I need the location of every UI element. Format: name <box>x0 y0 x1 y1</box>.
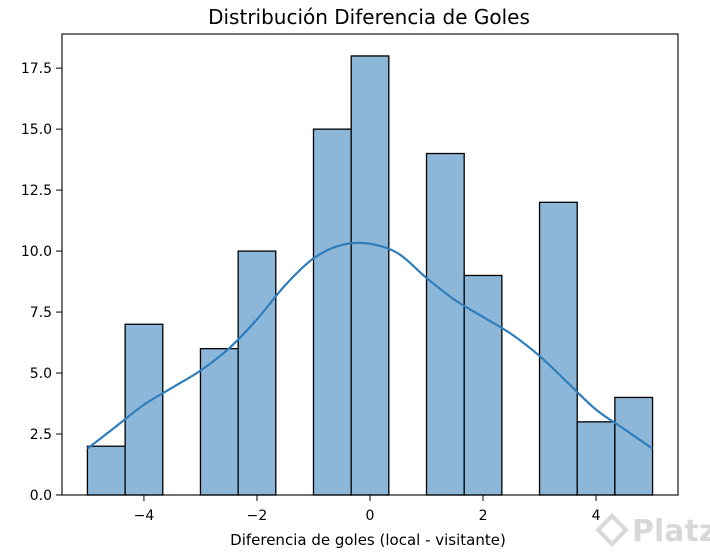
y-tick-label: 10.0 <box>21 244 52 260</box>
platzi-logo-icon <box>595 513 629 547</box>
watermark-text: Platzi <box>632 514 710 549</box>
x-axis-ticks: −4 −2 0 2 4 <box>134 495 601 524</box>
histogram-bar-0 <box>86 445 126 496</box>
histogram-bar-3 <box>199 347 239 496</box>
histogram-bar-10 <box>463 274 503 496</box>
x-tick-label: −2 <box>247 508 268 524</box>
x-tick-label: 2 <box>479 508 488 524</box>
y-tick-label: 12.5 <box>21 183 52 199</box>
histogram-bar-4 <box>237 250 277 496</box>
histogram-bar-6 <box>312 128 352 496</box>
x-tick-label: −4 <box>134 508 155 524</box>
histogram-bars <box>86 55 654 496</box>
x-tick-label: 0 <box>366 508 375 524</box>
platzi-watermark: Platzi <box>595 513 710 549</box>
x-axis-label: Diferencia de goles (local - visitante) <box>230 531 506 549</box>
histogram-bar-13 <box>576 421 616 496</box>
y-axis-ticks: 0.0 2.5 5.0 7.5 10.0 12.5 15.0 17.5 <box>21 61 62 504</box>
y-tick-label: 5.0 <box>30 366 52 382</box>
chart-title: Distribución Diferencia de Goles <box>208 5 530 29</box>
y-tick-label: 15.0 <box>21 122 52 138</box>
histogram-bar-9 <box>425 152 465 496</box>
x-tick-label: 4 <box>592 508 601 524</box>
kde-density-line <box>86 241 654 450</box>
y-tick-label: 0.0 <box>30 488 52 504</box>
y-tick-label: 17.5 <box>21 61 52 77</box>
histogram-bar-1 <box>124 323 164 496</box>
histogram-bar-7 <box>350 55 390 496</box>
histogram-bar-14 <box>614 396 654 496</box>
histogram-bar-12 <box>538 201 578 496</box>
y-tick-label: 2.5 <box>30 427 52 443</box>
y-tick-label: 7.5 <box>30 305 52 321</box>
